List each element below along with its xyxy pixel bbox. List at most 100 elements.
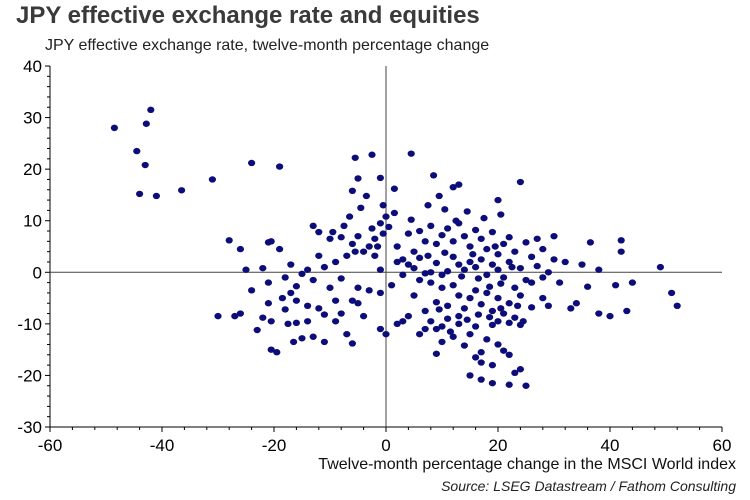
scatter-point	[374, 243, 382, 250]
scatter-point	[494, 251, 502, 258]
source-note: Source: LSEG Datastream / Fathom Consult…	[441, 478, 736, 494]
scatter-point	[488, 379, 496, 387]
scatter-point	[214, 312, 222, 320]
scatter-point	[628, 279, 637, 286]
scatter-point	[516, 264, 525, 272]
scatter-point	[354, 175, 362, 182]
scatter-point	[259, 314, 267, 321]
scatter-point	[348, 297, 356, 304]
scatter-point	[455, 320, 463, 328]
scatter-point	[390, 185, 398, 192]
scatter-point	[516, 178, 525, 186]
scatter-point	[432, 298, 440, 306]
scatter-point	[298, 270, 306, 278]
scatter-point	[298, 335, 306, 342]
scatter-point	[494, 341, 502, 348]
scatter-point	[561, 258, 569, 266]
scatter-point	[533, 235, 541, 242]
scatter-point	[390, 209, 398, 217]
scatter-point	[432, 350, 440, 357]
scatter-point	[404, 312, 412, 320]
scatter-point	[472, 287, 480, 294]
scatter-point	[315, 252, 323, 259]
scatter-point	[455, 181, 463, 188]
scatter-point	[320, 311, 328, 318]
y-tick-label: 40	[23, 57, 42, 76]
scatter-point	[264, 279, 272, 286]
scatter-point	[500, 274, 508, 281]
scatter-point	[505, 258, 513, 266]
scatter-point	[393, 243, 401, 250]
x-tick-label: -20	[262, 436, 287, 455]
scatter-point	[500, 310, 508, 317]
scatter-point	[477, 349, 485, 356]
scatter-point	[379, 230, 387, 237]
scatter-point	[371, 235, 379, 242]
y-tick-label: -20	[17, 366, 42, 385]
scatter-point	[292, 297, 300, 304]
scatter-point	[486, 313, 494, 321]
scatter-point	[376, 220, 384, 227]
scatter-point	[351, 248, 359, 255]
scatter-point	[578, 261, 586, 268]
scatter-point	[259, 264, 267, 272]
scatter-point	[438, 231, 446, 239]
scatter-point	[276, 163, 284, 170]
scatter-point	[362, 192, 370, 200]
scatter-point	[332, 318, 340, 325]
scatter-point	[441, 249, 449, 256]
scatter-point	[360, 248, 368, 255]
scatter-point	[304, 318, 312, 325]
scatter-point	[348, 240, 356, 248]
scatter-point	[337, 234, 345, 241]
scatter-point	[514, 302, 522, 310]
scatter-point	[354, 300, 362, 307]
scatter-point	[472, 323, 480, 330]
scatter-point	[458, 273, 466, 280]
scatter-point	[488, 321, 496, 329]
scatter-point	[488, 361, 496, 369]
scatter-point	[444, 268, 452, 275]
scatter-point	[110, 124, 118, 132]
scatter-point	[488, 307, 496, 315]
scatter-point	[449, 253, 457, 261]
scatter-point	[309, 276, 317, 284]
scatter-point	[449, 183, 457, 191]
scatter-point	[441, 206, 449, 213]
scatter-point	[326, 235, 334, 242]
scatter-point	[248, 287, 256, 294]
scatter-point	[505, 319, 513, 327]
scatter-point	[407, 216, 415, 223]
scatter-point	[416, 227, 424, 235]
scatter-point	[477, 256, 485, 263]
scatter-point	[208, 176, 216, 183]
scatter-point	[231, 312, 239, 320]
scatter-point	[225, 237, 233, 244]
y-tick-label: 0	[33, 263, 42, 282]
scatter-point	[469, 251, 477, 258]
scatter-point	[267, 318, 275, 325]
scatter-point	[460, 342, 468, 349]
scatter-point	[656, 263, 665, 271]
scatter-point	[444, 225, 452, 232]
scatter-point	[410, 292, 418, 299]
scatter-point	[346, 213, 354, 220]
x-tick-label: 20	[489, 436, 508, 455]
scatter-point	[348, 187, 356, 195]
scatter-point	[623, 307, 631, 315]
scatter-point	[343, 252, 351, 259]
scatter-point	[584, 283, 592, 290]
scatter-point	[483, 271, 491, 279]
scatter-point	[382, 213, 390, 220]
scatter-point	[617, 237, 625, 244]
scatter-point	[133, 147, 141, 155]
scatter-point	[340, 222, 348, 230]
scatter-point	[178, 187, 186, 194]
scatter-point	[248, 159, 256, 167]
scatter-point	[304, 302, 312, 310]
chart-title: JPY effective exchange rate and equities	[16, 2, 480, 29]
scatter-point	[284, 320, 292, 328]
scatter-point	[533, 262, 541, 270]
scatter-point	[290, 338, 298, 346]
scatter-point	[477, 235, 485, 242]
